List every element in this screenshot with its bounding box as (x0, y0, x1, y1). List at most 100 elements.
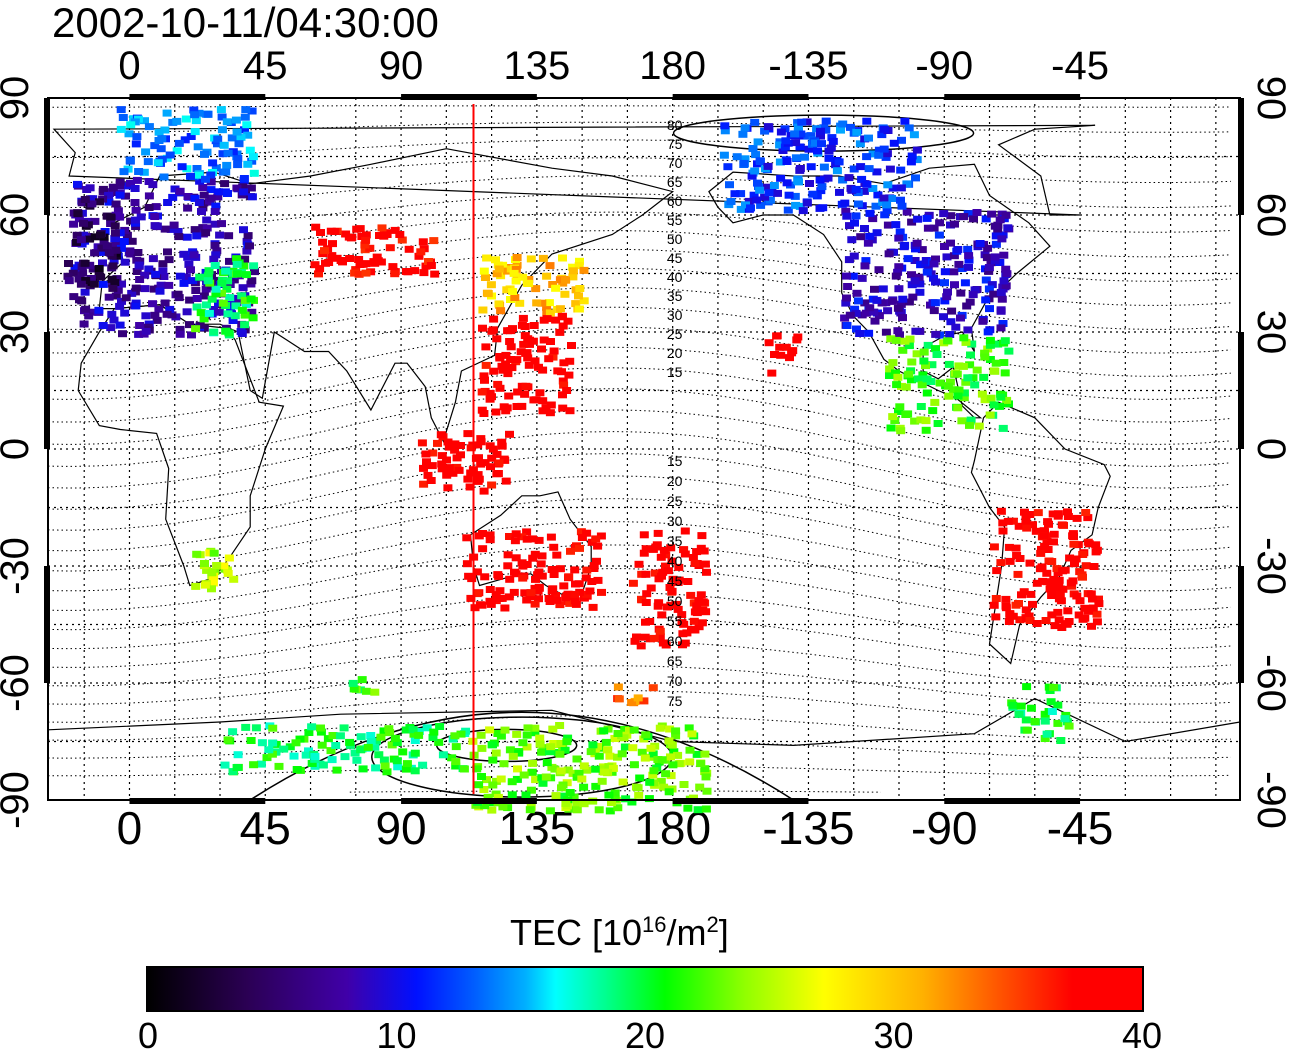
tec-cell (444, 443, 454, 451)
tec-cell (795, 202, 805, 210)
tec-cell (793, 123, 803, 131)
tec-cell (601, 738, 611, 746)
tec-cell (240, 311, 250, 319)
tec-cell (465, 483, 475, 491)
tec-cell (510, 294, 520, 301)
contour-label-north: 35 (667, 288, 683, 304)
tec-cell (898, 295, 908, 303)
tec-cell (775, 158, 785, 166)
contour-label-north: 15 (667, 364, 683, 380)
tec-cell (1078, 573, 1087, 581)
tec-cell (116, 182, 126, 190)
tec-cell (946, 239, 955, 247)
tec-cell (917, 381, 927, 389)
tec-cell (904, 298, 914, 306)
tec-cell (689, 617, 699, 625)
tec-cell (572, 773, 582, 781)
tec-cell (618, 778, 628, 786)
north-pole-contour (672, 114, 975, 152)
coastline (77, 304, 285, 587)
tec-cell (697, 532, 707, 540)
tec-cell (126, 121, 136, 129)
tec-cell (736, 190, 746, 198)
tec-cell (175, 272, 185, 280)
tec-cell (233, 161, 243, 169)
tec-cell (619, 734, 629, 742)
tec-cell (154, 305, 164, 313)
tec-cell (201, 229, 211, 237)
tec-cell (106, 213, 116, 221)
tec-cell (224, 329, 234, 337)
tec-cell (882, 201, 892, 209)
tec-cell (556, 740, 566, 747)
tec-cell (1069, 540, 1079, 548)
tec-cell (989, 290, 999, 298)
tec-cell (241, 301, 251, 308)
contour-label-south: 45 (667, 573, 683, 589)
tec-cell (132, 268, 142, 275)
tec-cell (148, 255, 158, 263)
tec-cell (120, 309, 130, 317)
tec-cell (181, 115, 191, 123)
tec-cell (620, 743, 630, 751)
tec-cell (561, 276, 570, 284)
tec-cell (229, 575, 239, 583)
tec-cell (800, 153, 809, 161)
tec-cell (939, 210, 949, 218)
tec-cell (770, 351, 779, 358)
tec-cell (463, 430, 473, 438)
tec-cell (164, 281, 174, 289)
tec-cell (892, 381, 902, 389)
tec-cell (239, 262, 249, 270)
magnetic-contour (48, 765, 1231, 777)
tec-cell (930, 398, 940, 406)
tec-cell (975, 240, 985, 247)
tec-cell (237, 330, 247, 337)
tec-cell (127, 289, 137, 297)
tec-cell (239, 175, 249, 182)
tec-cell (285, 743, 295, 751)
tec-cell (470, 604, 480, 612)
tec-cell (357, 676, 367, 684)
tec-cell (817, 140, 826, 148)
tec-cell (610, 789, 620, 797)
tec-cell (950, 220, 959, 228)
tec-cell (172, 117, 182, 125)
tec-cell (931, 278, 940, 286)
tec-cell (639, 549, 649, 557)
tec-cell (474, 454, 483, 462)
tec-cell (897, 136, 906, 144)
tec-cell (487, 327, 497, 335)
tec-cell (232, 184, 242, 192)
tec-cell (234, 140, 244, 148)
tec-cell (902, 208, 912, 216)
tec-cell (356, 733, 366, 741)
tec-cell (109, 316, 119, 324)
tec-cell (549, 571, 559, 578)
tec-cell (173, 228, 183, 235)
tec-cell (752, 196, 762, 204)
tec-cell (551, 792, 561, 800)
tec-cell (520, 390, 530, 398)
tec-cell (154, 128, 164, 136)
tec-cell (496, 307, 506, 315)
tec-cell (674, 576, 684, 584)
tec-cell (370, 743, 380, 751)
tec-cell (209, 328, 219, 336)
tec-cell (505, 746, 515, 754)
contour-label-north: 70 (667, 155, 683, 171)
tec-cell (203, 277, 213, 285)
tec-cell (701, 805, 711, 813)
tec-cell (153, 159, 163, 167)
coastline (98, 148, 675, 443)
contour-label-north: 60 (667, 193, 683, 209)
tec-cell (946, 212, 956, 220)
tec-cell (599, 727, 609, 735)
tec-cell (943, 382, 953, 390)
frame-bar-left (44, 98, 50, 215)
tec-cell (746, 204, 755, 212)
tec-cell (552, 596, 562, 604)
tec-cell (110, 222, 120, 230)
tec-cell (1052, 585, 1062, 593)
